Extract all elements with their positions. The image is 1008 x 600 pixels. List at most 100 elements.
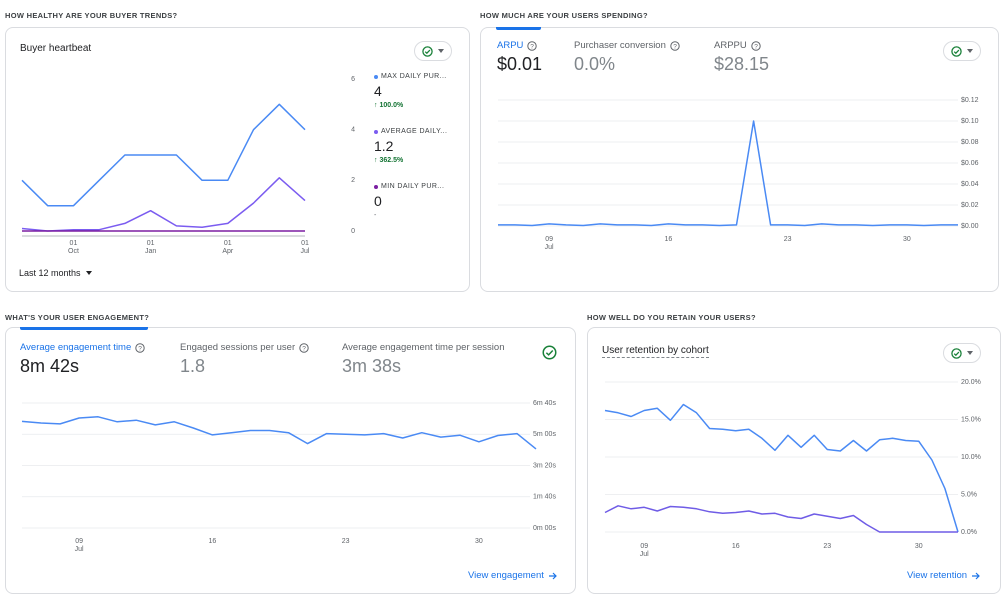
- metric-tab[interactable]: Purchaser conversion? 0.0%: [574, 40, 680, 75]
- svg-text:?: ?: [138, 345, 142, 352]
- x-tick-label: 23: [823, 543, 831, 550]
- y-tick-label: 20.0%: [961, 379, 981, 386]
- card: [480, 27, 999, 292]
- legend-stat: AVERAGE DAILY... 1.2 ↑ 362.5%: [374, 128, 447, 164]
- y-tick-label: 6: [351, 76, 355, 83]
- y-tick-label: $0.06: [961, 160, 979, 167]
- x-tick-label: 16: [664, 236, 672, 243]
- stat-change: ↑ 100.0%: [374, 102, 447, 109]
- y-tick-label: 3m 20s: [533, 462, 556, 469]
- change-text: 362.5%: [379, 157, 404, 164]
- metric-tab[interactable]: Engaged sessions per user? 1.8: [180, 342, 309, 377]
- y-tick-label: 15.0%: [961, 416, 981, 423]
- x-tick-label: 01: [301, 240, 309, 247]
- x-tick-label: 01: [147, 240, 155, 247]
- help-icon: ?: [751, 40, 761, 51]
- date-range[interactable]: Last 12 months: [19, 268, 92, 278]
- caret: [967, 49, 973, 53]
- x-tick-label: 09: [75, 538, 83, 545]
- y-tick-label: 0: [351, 228, 355, 235]
- status-button[interactable]: [414, 41, 452, 61]
- metric-value: 0.0%: [574, 54, 616, 74]
- help-icon: ?: [135, 342, 145, 353]
- metric-label: Average engagement time?: [20, 342, 145, 353]
- legend-entry: AVERAGE DAILY...: [374, 128, 447, 135]
- metric-label: ARPPU?: [714, 40, 769, 51]
- svg-text:?: ?: [673, 43, 677, 50]
- metric-tab[interactable]: Average engagement time? 8m 42s: [20, 342, 145, 377]
- y-tick-label: $0.02: [961, 202, 979, 209]
- metric-label: Engaged sessions per user?: [180, 342, 309, 353]
- y-tick-label: 5.0%: [961, 491, 977, 498]
- x-tick-label: 30: [903, 236, 911, 243]
- metric-value: $28.15: [714, 54, 770, 74]
- metric-label: ARPU?: [497, 40, 542, 51]
- x-tick-label: Jul: [545, 244, 554, 251]
- stat-change: -: [374, 212, 444, 219]
- stat-value: 1.2: [374, 138, 394, 154]
- tab-indicator: [496, 27, 541, 30]
- metric-label-text: Average engagement time per session: [342, 342, 505, 353]
- metric-value: 8m 42s: [20, 356, 80, 376]
- link-text: View engagement: [468, 570, 544, 581]
- metric-tab[interactable]: ARPPU? $28.15: [714, 40, 769, 75]
- up-arrow: ↑: [374, 157, 378, 164]
- check-icon: [422, 45, 433, 57]
- legend-entry: MIN DAILY PUR...: [374, 183, 444, 190]
- x-tick-label: 30: [915, 543, 923, 550]
- status-button[interactable]: [943, 41, 981, 61]
- y-tick-label: 0.0%: [961, 529, 977, 536]
- metric-tab[interactable]: Average engagement time per session 3m 3…: [342, 342, 504, 377]
- link-text: View retention: [907, 570, 968, 581]
- section-heading: HOW WELL DO YOU RETAIN YOUR USERS?: [587, 313, 756, 322]
- metric-label: Average engagement time per session: [342, 342, 504, 353]
- metric-label-text: ARPPU: [714, 40, 747, 51]
- metric-label-text: Average engagement time: [20, 342, 132, 353]
- legend-dot: [374, 129, 378, 134]
- legend-label: MAX DAILY PUR...: [381, 73, 447, 80]
- y-tick-label: 5m 00s: [533, 431, 556, 438]
- arrow-icon: [972, 572, 980, 579]
- x-tick-label: 23: [784, 236, 792, 243]
- x-tick-label: 16: [208, 538, 216, 545]
- stat-value: 4: [374, 83, 382, 99]
- y-tick-label: 6m 40s: [533, 400, 556, 407]
- y-tick-label: 4: [351, 127, 355, 134]
- metric-label-text: Purchaser conversion: [574, 40, 666, 51]
- check-icon: [951, 45, 962, 57]
- y-tick-label: $0.12: [961, 97, 979, 104]
- x-tick-label: Apr: [222, 248, 234, 255]
- legend-stat: MIN DAILY PUR... 0 -: [374, 183, 444, 219]
- x-tick-label: Jul: [640, 551, 649, 558]
- series-line: [21, 103, 306, 207]
- section-heading: WHAT'S YOUR USER ENGAGEMENT?: [5, 313, 150, 322]
- x-tick-label: 23: [342, 538, 350, 545]
- view-link[interactable]: View retention: [907, 570, 981, 581]
- view-link[interactable]: View engagement: [468, 570, 558, 581]
- svg-text:?: ?: [531, 43, 535, 50]
- metric-value: 1.8: [180, 356, 206, 376]
- x-tick-label: 09: [545, 236, 553, 243]
- metric-tab[interactable]: ARPU? $0.01: [497, 40, 542, 75]
- section-heading: HOW MUCH ARE YOUR USERS SPENDING?: [480, 11, 648, 20]
- check-icon: [951, 347, 962, 359]
- change-text: -: [374, 212, 377, 219]
- x-tick-label: Jul: [301, 248, 310, 255]
- caret: [85, 271, 92, 275]
- legend-dot: [374, 184, 378, 189]
- help-icon: ?: [527, 40, 538, 51]
- y-tick-label: $0.00: [961, 223, 979, 230]
- y-tick-label: 0m 00s: [533, 525, 556, 532]
- change-text: 100.0%: [379, 102, 404, 109]
- help-icon: ?: [299, 342, 309, 353]
- series-line: [21, 177, 306, 232]
- series-line: [21, 416, 537, 450]
- check-icon[interactable]: [542, 345, 557, 360]
- status-button[interactable]: [943, 343, 981, 363]
- up-arrow: ↑: [374, 102, 378, 109]
- legend-label: MIN DAILY PUR...: [381, 183, 445, 190]
- help-icon: ?: [670, 40, 680, 51]
- svg-text:?: ?: [302, 345, 306, 352]
- y-tick-label: $0.10: [961, 118, 979, 125]
